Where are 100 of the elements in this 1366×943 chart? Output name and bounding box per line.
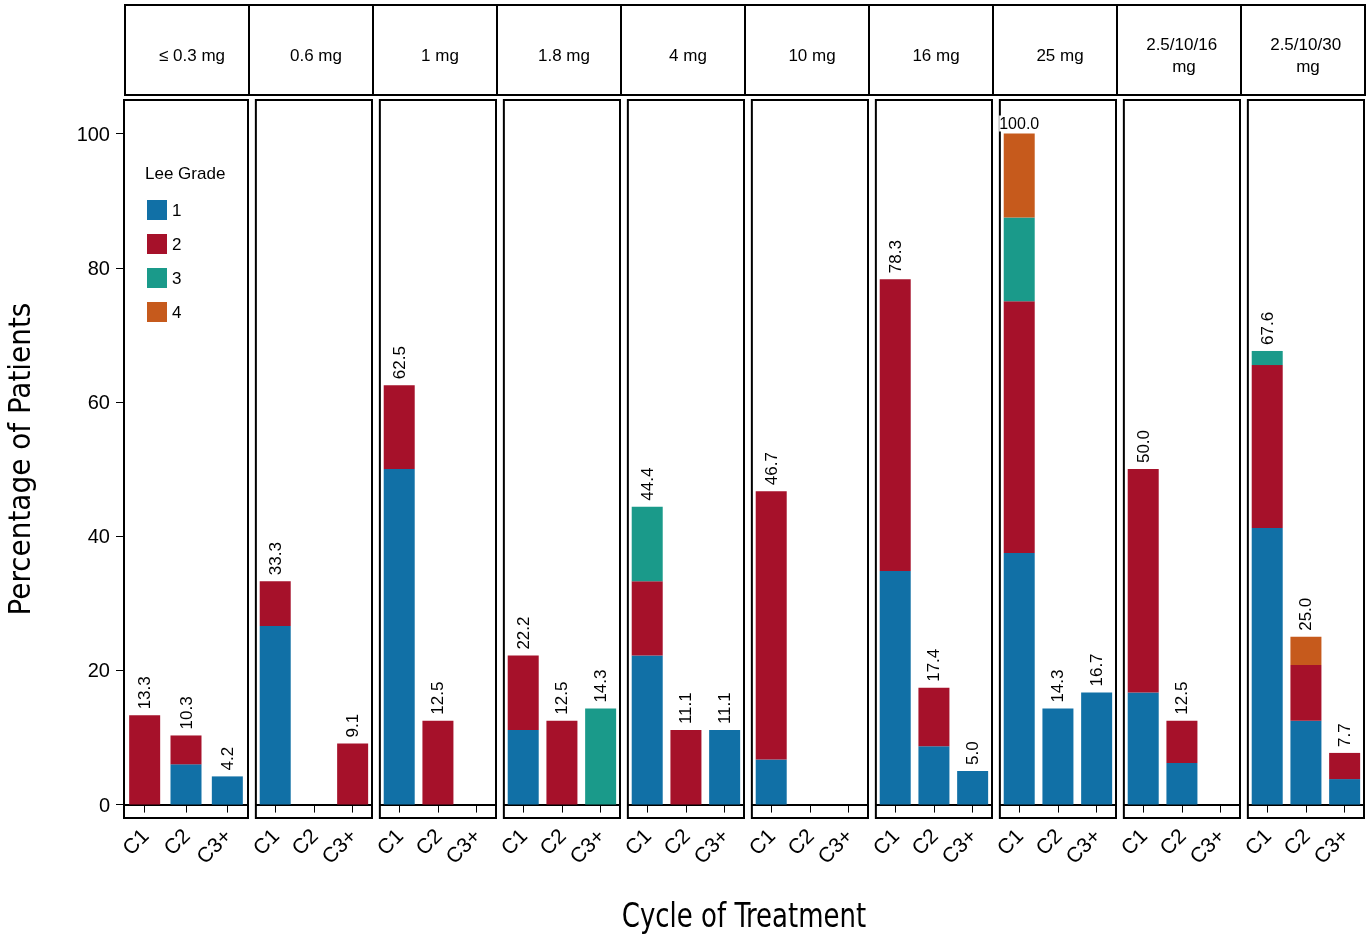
bar	[170, 764, 202, 805]
bar	[1003, 217, 1035, 302]
bar	[1329, 752, 1361, 780]
y-tick-label: 20	[87, 659, 110, 682]
bar	[1290, 720, 1322, 805]
total-label: 11.1	[676, 692, 696, 725]
x-tick-label: C2	[906, 823, 943, 860]
total-label: 10.3	[176, 696, 196, 730]
x-tick-label: C2	[534, 823, 571, 860]
bar	[507, 730, 539, 805]
bar	[879, 279, 911, 572]
total-label: 11.1	[715, 692, 735, 725]
x-tick-label: C1	[1240, 823, 1276, 860]
legend-label: 4	[172, 302, 182, 322]
chart-title: 2.5/10/16 mg	[1146, 34, 1222, 76]
total-label: 17.4	[924, 648, 944, 682]
x-tick-label: C1	[248, 823, 284, 860]
bar	[631, 655, 663, 805]
bar	[709, 730, 741, 805]
total-label: 16.7	[1087, 653, 1107, 687]
total-label: 67.6	[1257, 311, 1277, 345]
x-tick-label: C1	[620, 823, 656, 860]
bar	[170, 735, 202, 765]
bar	[1003, 301, 1035, 553]
total-label: 33.3	[265, 542, 285, 576]
total-label: 100.0	[999, 115, 1040, 133]
legend-title: Lee Grade	[145, 164, 226, 183]
chart-title: 1.8 mg	[538, 45, 590, 65]
total-label: 46.7	[761, 452, 781, 486]
total-label: 14.3	[591, 669, 611, 703]
total-label: 62.5	[389, 346, 409, 380]
x-tick-label: C2	[1030, 823, 1067, 860]
x-tick-label: C1	[117, 823, 153, 860]
bar	[1251, 350, 1283, 366]
bar	[918, 746, 950, 805]
bar	[1290, 665, 1322, 721]
bar	[1127, 692, 1159, 805]
total-label: 78.3	[885, 240, 905, 274]
x-tick-label: C1	[992, 823, 1028, 860]
y-tick-label: 0	[98, 793, 110, 816]
chart-title: 1 mg	[421, 45, 459, 65]
bar	[1003, 552, 1035, 805]
bar	[879, 571, 911, 805]
chart-title: ≤ 0.3 mg	[158, 45, 226, 65]
bar	[507, 655, 539, 731]
chart-title: 16 mg	[912, 45, 960, 65]
bar	[1166, 720, 1198, 763]
bar	[1329, 779, 1361, 805]
total-label: 4.2	[217, 746, 237, 771]
chart-title: 0.6 mg	[290, 45, 342, 65]
bar	[546, 720, 578, 805]
total-label: 25.0	[1296, 597, 1316, 631]
bar	[670, 730, 702, 805]
bar	[957, 771, 989, 805]
x-tick-label: C1	[868, 823, 904, 860]
x-tick-label: C1	[744, 823, 780, 860]
legend-label: 2	[172, 234, 182, 254]
total-label: 12.5	[552, 681, 572, 715]
y-tick-label: 60	[87, 390, 110, 413]
bar	[1042, 708, 1074, 805]
x-tick-label: C1	[1116, 823, 1152, 860]
total-label: 5.0	[963, 741, 983, 766]
total-label: 44.4	[637, 467, 657, 501]
chart-title: 4 mg	[669, 45, 707, 65]
x-tick-label: C2	[782, 823, 819, 860]
x-tick-label: C2	[410, 823, 447, 860]
chart-title: 10 mg	[788, 45, 836, 65]
bar	[1251, 528, 1283, 805]
total-label: 14.3	[1048, 669, 1068, 703]
bar	[1003, 133, 1035, 218]
total-label: 13.3	[135, 676, 155, 710]
total-label: 22.2	[513, 616, 533, 650]
x-tick-label: C2	[1154, 823, 1191, 860]
x-axis-title: Cycle of Treatment	[620, 895, 868, 935]
total-label: 12.5	[428, 681, 448, 715]
bar	[631, 581, 663, 656]
legend-label: 3	[172, 268, 182, 288]
bar	[1290, 636, 1322, 666]
total-label: 50.0	[1133, 429, 1153, 464]
chart-title: 25 mg	[1036, 45, 1084, 65]
y-axis-title: Percentage of Patients	[0, 302, 37, 616]
x-tick-label: C1	[372, 823, 408, 860]
x-tick-label: C2	[658, 823, 695, 860]
bar	[1166, 762, 1198, 805]
x-tick-label: C2	[1278, 823, 1315, 860]
bar	[918, 687, 950, 747]
legend-label: 1	[172, 200, 182, 220]
y-tick-label: 80	[87, 256, 110, 279]
bar	[1127, 469, 1159, 693]
bar	[1081, 692, 1113, 805]
bar	[585, 708, 617, 805]
total-label: 7.7	[1335, 723, 1355, 747]
x-tick-label: C1	[496, 823, 532, 860]
y-tick-label: 40	[87, 525, 110, 548]
bar	[211, 776, 243, 805]
chart-title: 2.5/10/30 mg	[1270, 34, 1346, 76]
bar	[129, 715, 161, 805]
x-tick-label: C2	[286, 823, 323, 860]
bar	[1251, 365, 1283, 529]
total-label: 12.5	[1172, 681, 1192, 715]
